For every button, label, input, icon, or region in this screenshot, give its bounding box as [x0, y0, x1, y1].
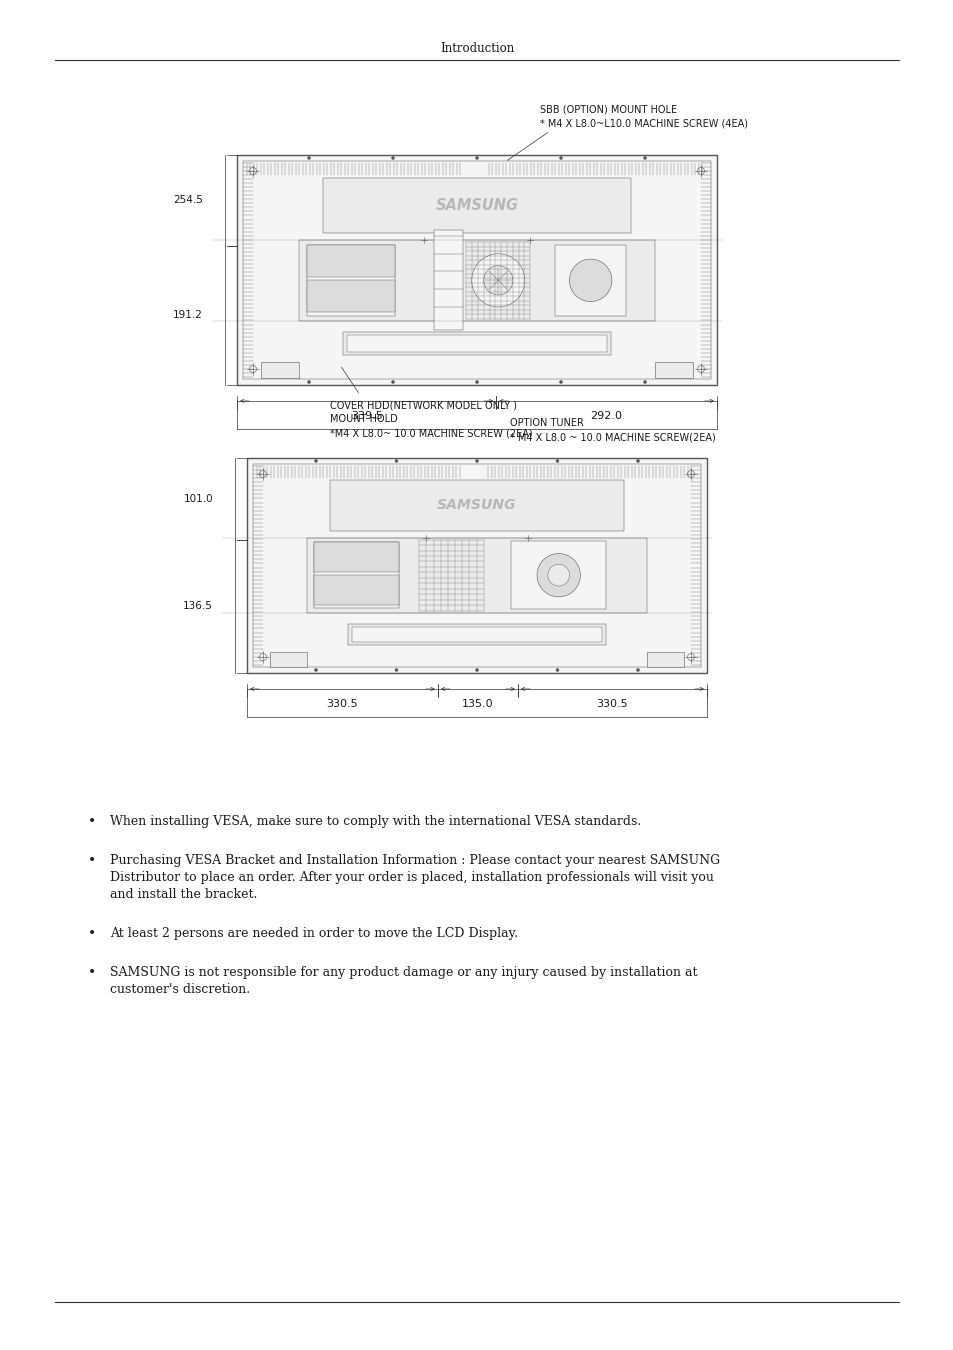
Bar: [511, 541, 606, 609]
Bar: [654, 362, 692, 378]
Bar: [243, 161, 710, 379]
Bar: [270, 652, 307, 667]
Text: When installing VESA, make sure to comply with the international VESA standards.: When installing VESA, make sure to compl…: [110, 815, 640, 828]
Text: SAMSUNG is not responsible for any product damage or any injury caused by instal: SAMSUNG is not responsible for any produ…: [110, 967, 697, 979]
Text: Introduction: Introduction: [439, 42, 514, 54]
Circle shape: [483, 266, 513, 294]
Bar: [253, 464, 700, 667]
Circle shape: [636, 459, 639, 463]
Text: 330.5: 330.5: [596, 699, 628, 709]
Bar: [306, 244, 395, 277]
Text: customer's discretion.: customer's discretion.: [110, 983, 250, 996]
Bar: [306, 244, 395, 316]
Circle shape: [475, 157, 478, 159]
Text: 292.0: 292.0: [590, 410, 622, 421]
Circle shape: [471, 254, 524, 306]
Bar: [247, 458, 706, 674]
Circle shape: [391, 381, 395, 383]
Text: OPTION TUNER
* M4 X L8.0 ~ 10.0 MACHINE SCREW(2EA): OPTION TUNER * M4 X L8.0 ~ 10.0 MACHINE …: [510, 418, 715, 441]
Text: 330.5: 330.5: [326, 699, 358, 709]
Bar: [236, 155, 717, 385]
Text: •: •: [88, 927, 96, 941]
Text: 191.2: 191.2: [172, 310, 203, 320]
Circle shape: [537, 554, 579, 597]
Circle shape: [558, 157, 562, 159]
Bar: [261, 362, 299, 378]
Text: SAMSUNG: SAMSUNG: [436, 498, 517, 512]
Circle shape: [314, 459, 317, 463]
Text: •: •: [88, 967, 96, 980]
Text: SAMSUNG: SAMSUNG: [435, 198, 518, 213]
Bar: [314, 575, 398, 605]
Text: COVER HDD(NETWORK MODEL ONLY )
MOUNT HOLD
*M4 X L8.0~ 10.0 MACHINE SCREW (2EA): COVER HDD(NETWORK MODEL ONLY ) MOUNT HOL…: [330, 400, 532, 437]
Text: 254.5: 254.5: [172, 196, 203, 205]
Bar: [307, 537, 646, 613]
Text: 339.5: 339.5: [351, 410, 382, 421]
Bar: [346, 335, 607, 352]
Circle shape: [475, 381, 478, 383]
Text: SBB (OPTION) MOUNT HOLE
* M4 X L8.0~L10.0 MACHINE SCREW (4EA): SBB (OPTION) MOUNT HOLE * M4 X L8.0~L10.…: [539, 104, 747, 128]
Bar: [342, 332, 611, 355]
Circle shape: [395, 459, 397, 463]
Circle shape: [475, 459, 478, 463]
Bar: [352, 626, 601, 643]
Circle shape: [314, 668, 317, 671]
Text: •: •: [88, 855, 96, 868]
Circle shape: [307, 381, 310, 383]
Bar: [306, 281, 395, 312]
Bar: [348, 624, 605, 645]
Text: 135.0: 135.0: [461, 699, 494, 709]
Bar: [314, 543, 398, 572]
Circle shape: [547, 564, 569, 586]
Text: •: •: [88, 815, 96, 829]
Circle shape: [556, 668, 558, 671]
Text: At least 2 persons are needed in order to move the LCD Display.: At least 2 persons are needed in order t…: [110, 927, 517, 940]
Bar: [323, 178, 630, 234]
Bar: [555, 244, 625, 316]
Circle shape: [556, 459, 558, 463]
Text: and install the bracket.: and install the bracket.: [110, 888, 257, 900]
Bar: [299, 240, 654, 320]
Circle shape: [475, 668, 478, 671]
Circle shape: [395, 668, 397, 671]
Circle shape: [569, 259, 611, 301]
Bar: [330, 479, 623, 531]
Circle shape: [558, 381, 562, 383]
Bar: [314, 543, 398, 609]
Circle shape: [391, 157, 395, 159]
Bar: [646, 652, 683, 667]
Bar: [434, 231, 462, 331]
Text: 101.0: 101.0: [183, 494, 213, 504]
Circle shape: [307, 157, 310, 159]
Circle shape: [643, 157, 646, 159]
Circle shape: [643, 381, 646, 383]
Circle shape: [636, 668, 639, 671]
Text: 136.5: 136.5: [183, 601, 213, 612]
Text: Distributor to place an order. After your order is placed, installation professi: Distributor to place an order. After you…: [110, 871, 713, 884]
Text: Purchasing VESA Bracket and Installation Information : Please contact your neare: Purchasing VESA Bracket and Installation…: [110, 855, 720, 867]
